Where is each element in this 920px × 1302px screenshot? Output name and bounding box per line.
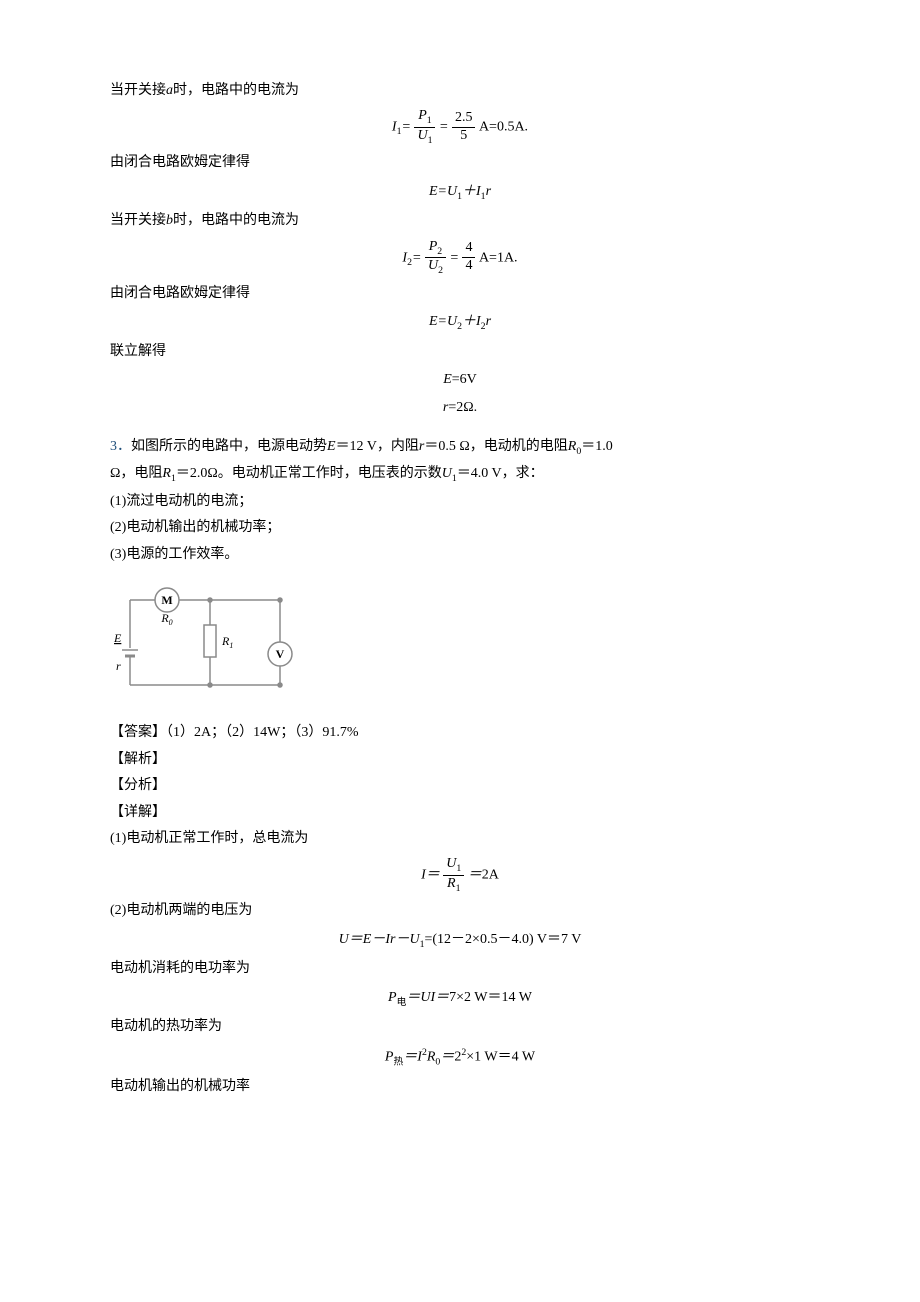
emf-label: E <box>113 631 122 645</box>
text-line: 联立解得 <box>110 341 810 363</box>
sub-question: (3)电源的工作效率。 <box>110 544 810 566</box>
circuit-svg: M R0 E r R1 V <box>110 580 300 700</box>
sub-question: (2)电动机输出的机械功率； <box>110 517 810 539</box>
voltmeter-label: V <box>276 647 285 661</box>
text-line: 电动机的热功率为 <box>110 1016 810 1038</box>
answer-label: 【答案】 <box>110 725 166 740</box>
text-line: 当开关接b时，电路中的电流为 <box>110 210 810 232</box>
text-line: 当开关接a时，电路中的电流为 <box>110 80 810 102</box>
formula: E=6V <box>110 369 810 391</box>
answer-text: （1）2A；（2）14W；（3）91.7% <box>166 725 359 740</box>
text-line: 由闭合电路欧姆定律得 <box>110 283 810 305</box>
formula: U＝E－Ir－U1=(12－2×0.5－4.0) V＝7 V <box>110 929 810 952</box>
formula: I＝ U1R1 ＝2A <box>110 856 810 894</box>
formula: r=2Ω. <box>110 397 810 419</box>
answer-line: 【答案】（1）2A；（2）14W；（3）91.7% <box>110 722 810 744</box>
section-label: 【分析】 <box>110 775 810 797</box>
circuit-diagram: M R0 E r R1 V <box>110 580 810 708</box>
spacer <box>110 426 810 436</box>
page: 当开关接a时，电路中的电流为 I1= P1U1 = 2.55 A=0.5A. 由… <box>0 0 920 1302</box>
internal-r-label: r <box>116 659 121 673</box>
formula: I2= P2U2 = 44 A=1A. <box>110 239 810 277</box>
text-line: 由闭合电路欧姆定律得 <box>110 152 810 174</box>
question-stem: 3．如图所示的电路中，电源电动势E＝12 V，内阻r＝0.5 Ω，电动机的电阻R… <box>110 436 810 459</box>
motor-resistance-label: R0 <box>160 611 172 627</box>
formula: E=U1＋I1r <box>110 181 810 204</box>
resistor-label: R1 <box>221 634 233 650</box>
section-label: 【解析】 <box>110 749 810 771</box>
sub-question: (1)流过电动机的电流； <box>110 491 810 513</box>
motor-label: M <box>161 593 172 607</box>
question-number: 3． <box>110 439 131 454</box>
formula: P电＝UI＝7×2 W＝14 W <box>110 987 810 1010</box>
text-line: 电动机消耗的电功率为 <box>110 958 810 980</box>
formula: I1= P1U1 = 2.55 A=0.5A. <box>110 108 810 146</box>
text-line: (2)电动机两端的电压为 <box>110 900 810 922</box>
section-label: 【详解】 <box>110 802 810 824</box>
text-line: (1)电动机正常工作时，总电流为 <box>110 828 810 850</box>
formula: E=U2＋I2r <box>110 311 810 334</box>
text-line: 电动机输出的机械功率 <box>110 1076 810 1098</box>
formula: P热＝I2R0＝22×1 W＝4 W <box>110 1045 810 1070</box>
question-stem: Ω，电阻R1＝2.0Ω。电动机正常工作时，电压表的示数U1＝4.0 V，求： <box>110 463 810 486</box>
